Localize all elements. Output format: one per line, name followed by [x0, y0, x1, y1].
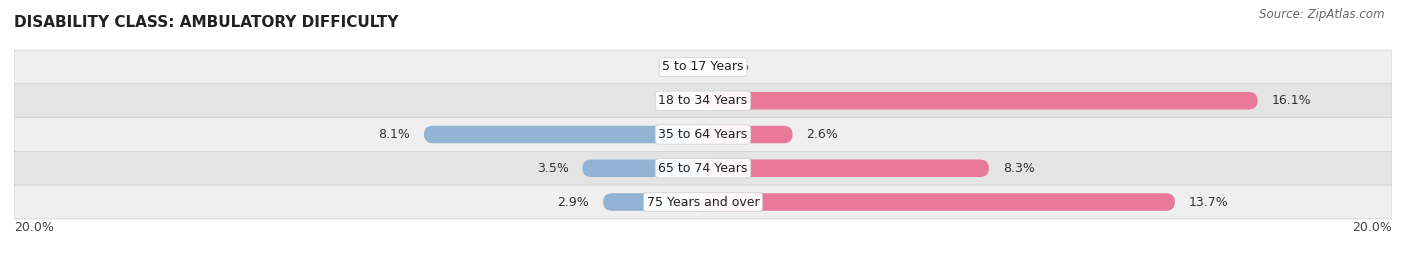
FancyBboxPatch shape — [582, 160, 703, 177]
Text: 0.0%: 0.0% — [657, 61, 689, 73]
Text: 5 to 17 Years: 5 to 17 Years — [662, 61, 744, 73]
Text: 8.3%: 8.3% — [1002, 162, 1035, 175]
FancyBboxPatch shape — [14, 185, 1392, 219]
FancyBboxPatch shape — [14, 84, 1392, 118]
Text: 20.0%: 20.0% — [14, 221, 53, 234]
Text: 16.1%: 16.1% — [1271, 94, 1310, 107]
Text: 20.0%: 20.0% — [1353, 221, 1392, 234]
FancyBboxPatch shape — [603, 193, 703, 211]
FancyBboxPatch shape — [14, 151, 1392, 185]
Text: 35 to 64 Years: 35 to 64 Years — [658, 128, 748, 141]
Text: 18 to 34 Years: 18 to 34 Years — [658, 94, 748, 107]
Text: 65 to 74 Years: 65 to 74 Years — [658, 162, 748, 175]
Text: 13.7%: 13.7% — [1188, 196, 1229, 208]
FancyBboxPatch shape — [425, 126, 703, 143]
FancyBboxPatch shape — [703, 92, 1257, 109]
FancyBboxPatch shape — [14, 118, 1392, 151]
Text: 8.1%: 8.1% — [378, 128, 411, 141]
FancyBboxPatch shape — [703, 160, 988, 177]
Text: 2.9%: 2.9% — [558, 196, 589, 208]
Text: 3.5%: 3.5% — [537, 162, 568, 175]
Text: Source: ZipAtlas.com: Source: ZipAtlas.com — [1260, 8, 1385, 21]
FancyBboxPatch shape — [14, 50, 1392, 84]
FancyBboxPatch shape — [703, 126, 793, 143]
FancyBboxPatch shape — [703, 193, 1175, 211]
Text: DISABILITY CLASS: AMBULATORY DIFFICULTY: DISABILITY CLASS: AMBULATORY DIFFICULTY — [14, 15, 398, 30]
Text: 0.0%: 0.0% — [717, 61, 749, 73]
Text: 2.6%: 2.6% — [807, 128, 838, 141]
Text: 0.0%: 0.0% — [657, 94, 689, 107]
Text: 75 Years and over: 75 Years and over — [647, 196, 759, 208]
